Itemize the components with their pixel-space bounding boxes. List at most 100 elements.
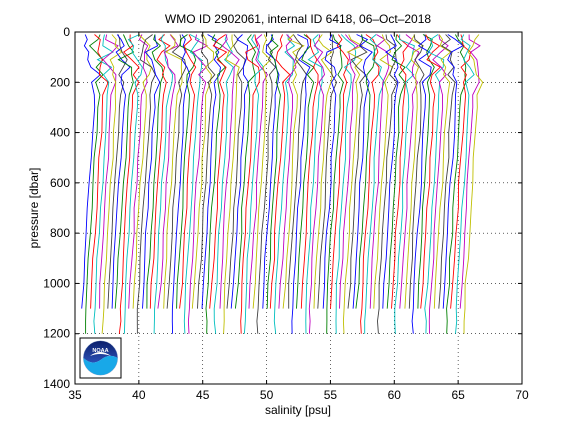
y-tick-label: 600 — [50, 176, 70, 190]
noaa-wave-shape — [83, 355, 118, 376]
x-tick-label: 55 — [324, 388, 338, 402]
plot-area — [75, 32, 522, 384]
salinity-profile-line — [205, 34, 226, 334]
salinity-profile-line — [278, 34, 297, 309]
y-tick-label: 1000 — [43, 276, 70, 290]
salinity-profile-line — [273, 34, 296, 334]
salinity-profile-line — [256, 34, 277, 334]
salinity-profile-line — [201, 34, 221, 309]
salinity-profile-line — [417, 34, 435, 309]
salinity-profile-line — [446, 34, 467, 334]
salinity-profile-line — [166, 34, 187, 309]
salinity-profile-line — [399, 34, 420, 309]
salinity-profile-line — [377, 34, 398, 334]
salinity-profile-line — [123, 34, 143, 334]
axis-ticks: 35 40 45 50 55 60 65 70 0 200 400 600 800 1000 1200 140… — [43, 25, 529, 402]
salinity-profile-line — [459, 34, 481, 309]
salinity-profile-line — [226, 34, 246, 309]
salinity-profile-line — [197, 34, 216, 309]
salinity-profile-line — [128, 34, 149, 309]
salinity-profile-line — [360, 34, 380, 334]
salinity-profile-line — [369, 34, 390, 309]
salinity-profile-line — [326, 34, 344, 334]
salinity-profile-line — [424, 34, 445, 334]
salinity-profile-line — [179, 34, 197, 309]
y-tick-label: 200 — [50, 75, 70, 89]
noaa-logo-text: NOAA — [92, 348, 108, 354]
salinity-profile-line — [101, 34, 123, 334]
noaa-gull-shape — [90, 352, 111, 356]
salinity-profile-line — [183, 34, 202, 334]
salinity-profile-line — [149, 34, 171, 309]
salinity-profile-line — [317, 34, 338, 309]
salinity-profile-line — [308, 34, 325, 334]
salinity-profile-line — [420, 34, 442, 309]
salinity-profile-line — [262, 34, 280, 309]
x-tick-label: 45 — [196, 388, 210, 402]
salinity-profile-line — [411, 34, 432, 334]
y-tick-label: 400 — [50, 126, 70, 140]
x-axis-label: salinity [psu] — [265, 403, 331, 417]
salinity-profile-line — [391, 34, 409, 309]
x-tick-label: 65 — [451, 388, 465, 402]
x-tick-label: 70 — [515, 388, 529, 402]
salinity-profile-line — [90, 34, 109, 309]
salinity-profile-line — [433, 34, 452, 309]
salinity-profile-line — [85, 34, 104, 334]
noaa-sky-shape — [83, 341, 118, 363]
salinity-profile-line — [243, 34, 265, 334]
salinity-profile-line — [322, 34, 343, 309]
salinity-profile-line — [300, 34, 319, 309]
salinity-profile-line — [146, 34, 164, 309]
x-tick-label: 50 — [260, 388, 274, 402]
salinity-profile-line — [330, 34, 349, 309]
salinity-profile-line — [382, 34, 399, 309]
plot-frame — [74, 31, 523, 385]
salinity-profile-line — [463, 34, 484, 334]
salinity-profile-line — [266, 34, 281, 309]
salinity-profile-line — [342, 34, 364, 334]
salinity-profile-line — [352, 34, 373, 309]
salinity-profile-line — [187, 34, 209, 334]
salinity-profile-line — [408, 34, 425, 309]
x-tick-label: 40 — [132, 388, 146, 402]
salinity-profile-line — [136, 34, 156, 334]
y-tick-label: 800 — [50, 226, 70, 240]
chart-title: WMO ID 2902061, internal ID 6418, 06–Oct… — [165, 12, 431, 26]
y-tick-label: 1200 — [43, 327, 70, 341]
profile-lines — [81, 34, 484, 334]
salinity-profile-line — [269, 34, 291, 309]
y-tick-label: 1400 — [43, 377, 70, 391]
x-tick-label: 35 — [68, 388, 82, 402]
salinity-profile-line — [234, 34, 257, 309]
salinity-profile-line — [209, 34, 228, 309]
y-tick-label: 0 — [63, 25, 70, 39]
salinity-profile-line — [282, 34, 305, 309]
salinity-profile-line — [442, 34, 464, 309]
salinity-profile-line — [142, 34, 161, 309]
salinity-profile-line — [428, 34, 449, 334]
salinity-profile-line — [118, 34, 140, 334]
salinity-profile-line — [305, 34, 323, 334]
noaa-logo: NOAA — [79, 337, 122, 379]
salinity-profile-line — [364, 34, 385, 334]
salinity-profile-line — [99, 34, 119, 309]
salinity-profile-line — [157, 34, 179, 309]
salinity-profile-line — [111, 34, 131, 309]
salinity-profile-line — [347, 34, 368, 309]
salinity-profile-line — [455, 34, 475, 334]
salinity-profile-line — [213, 34, 234, 334]
salinity-profile-line — [373, 34, 394, 309]
salinity-profile-line — [288, 34, 308, 309]
salinity-profile-line — [386, 34, 406, 309]
salinity-profile-line — [335, 34, 357, 334]
salinity-profile-line — [394, 34, 415, 334]
salinity-profile-line — [240, 34, 261, 334]
salinity-profile-line — [171, 34, 191, 334]
salinity-profile-line — [252, 34, 272, 309]
salinity-profile-line — [296, 34, 315, 309]
salinity-profile-line — [163, 34, 183, 309]
salinity-profile-line — [107, 34, 128, 309]
